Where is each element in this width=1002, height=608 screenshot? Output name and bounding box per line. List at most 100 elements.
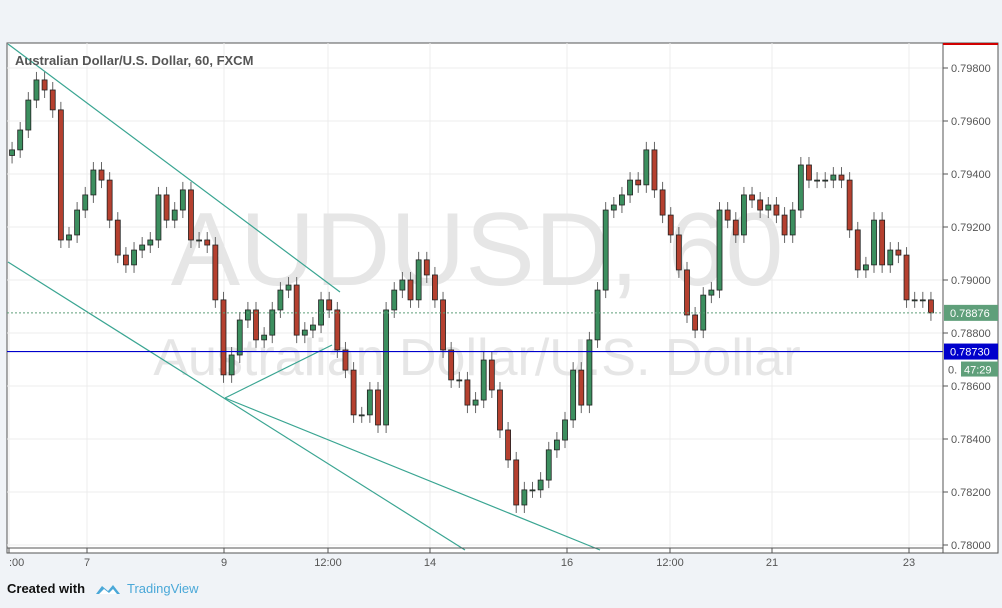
candle-up <box>391 289 398 311</box>
candle-down <box>342 349 349 371</box>
watermark-name: Australian Dollar/U.S. Dollar <box>153 329 800 387</box>
candle-up <box>277 289 284 311</box>
candle-up <box>171 209 178 221</box>
candle-up <box>830 174 837 181</box>
candle-up <box>480 359 487 401</box>
candle-down <box>684 269 690 316</box>
x-tick-label: 12:00 <box>314 557 342 569</box>
candle-down <box>440 299 446 351</box>
candle-up <box>545 449 552 481</box>
candle-down <box>49 89 56 111</box>
countdown-prefix: 0. <box>948 365 957 377</box>
candle-down <box>188 189 194 241</box>
tradingview-link[interactable]: TradingView <box>127 581 199 596</box>
candle-up <box>911 299 918 302</box>
y-tick-label: 0.79000 <box>951 275 991 287</box>
candle-up <box>415 259 422 301</box>
candle-up <box>399 279 406 291</box>
candle-down <box>757 199 764 211</box>
candle-up <box>139 244 146 251</box>
y-tick-label: 0.78200 <box>951 487 991 499</box>
candle-up <box>383 309 390 426</box>
trendline[interactable] <box>224 344 333 399</box>
candle-up <box>708 289 715 296</box>
created-with-label: Created with <box>7 581 86 596</box>
candle-up <box>366 389 373 416</box>
candle-up <box>155 194 162 241</box>
candle-up <box>862 264 869 271</box>
candle-up <box>562 419 568 441</box>
price-labels: 0.78876 0.78730 0. 47:29 <box>944 304 998 377</box>
candle-down <box>253 309 259 341</box>
candle-up <box>521 489 528 506</box>
trendline[interactable] <box>224 397 601 551</box>
candle-up <box>570 369 577 421</box>
current-price-label: 0.78876 <box>950 308 990 320</box>
candle-down <box>114 219 121 256</box>
candle-up <box>537 479 544 491</box>
candle-up <box>147 239 154 246</box>
footer: Created with TradingView <box>7 581 199 596</box>
x-tick-label: 12:00 <box>656 557 684 569</box>
trendline[interactable] <box>7 43 341 293</box>
candle-up <box>619 194 625 206</box>
candle-down <box>651 149 658 191</box>
chart-background <box>6 42 999 554</box>
candle-down <box>163 194 170 221</box>
candle-down <box>806 164 812 181</box>
candle-up <box>887 249 894 266</box>
candle-down <box>659 189 666 216</box>
candle-up <box>25 99 32 131</box>
candle-up <box>741 194 747 236</box>
candle-up <box>627 179 633 196</box>
candle-down <box>578 369 585 406</box>
candle-up <box>310 324 316 331</box>
candle-up <box>131 249 137 266</box>
candle-up <box>33 79 40 101</box>
candle-down <box>407 279 414 301</box>
x-tick-label: :00 <box>9 557 24 569</box>
trendline[interactable] <box>7 261 466 551</box>
x-tick-label: 16 <box>561 557 573 569</box>
candle-up <box>301 329 308 336</box>
current-price-badge <box>944 304 998 321</box>
candle-up <box>82 194 89 211</box>
candle-up <box>9 149 15 156</box>
price-axis[interactable]: 0.78000 0.78200 0.78400 0.78600 0.78800 0.790… <box>943 63 991 552</box>
candle-up <box>90 169 97 196</box>
hline-price-label: 0.78730 <box>950 347 990 359</box>
candle-up <box>261 334 268 341</box>
candle-up <box>765 204 772 211</box>
candle-up <box>797 164 804 211</box>
candle-up <box>244 309 251 321</box>
trendlines[interactable] <box>7 43 601 551</box>
candle-down <box>432 274 438 301</box>
candle-down <box>773 204 780 216</box>
watermark-symbol: AUDUSD, 60 <box>171 192 784 308</box>
candle-down <box>212 244 219 301</box>
candle-down <box>895 249 902 256</box>
candle-down <box>41 79 48 91</box>
price-lines <box>7 312 943 353</box>
time-axis[interactable]: :00 7 9 12:00 14 16 12:00 21 23 <box>8 548 915 569</box>
candle-down <box>781 214 788 236</box>
candle-down <box>635 179 642 186</box>
candle-up <box>17 129 24 151</box>
x-tick-label: 21 <box>766 557 778 569</box>
candle-down <box>724 209 731 221</box>
y-tick-label: 0.78000 <box>951 540 991 552</box>
y-tick-label: 0.78800 <box>951 328 991 340</box>
candle-up <box>236 319 243 356</box>
candle-up <box>822 179 829 182</box>
chart-title: Australian Dollar/U.S. Dollar, 60, FXCM <box>15 53 253 68</box>
candle-down <box>106 179 113 221</box>
countdown-badge <box>961 361 998 377</box>
candle-up <box>871 219 877 266</box>
candle-up <box>716 209 723 291</box>
candle-down <box>749 194 755 201</box>
candle-down <box>488 359 495 391</box>
candle-down <box>838 174 845 181</box>
candle-down <box>57 109 64 241</box>
y-tick-label: 0.79600 <box>951 116 991 128</box>
